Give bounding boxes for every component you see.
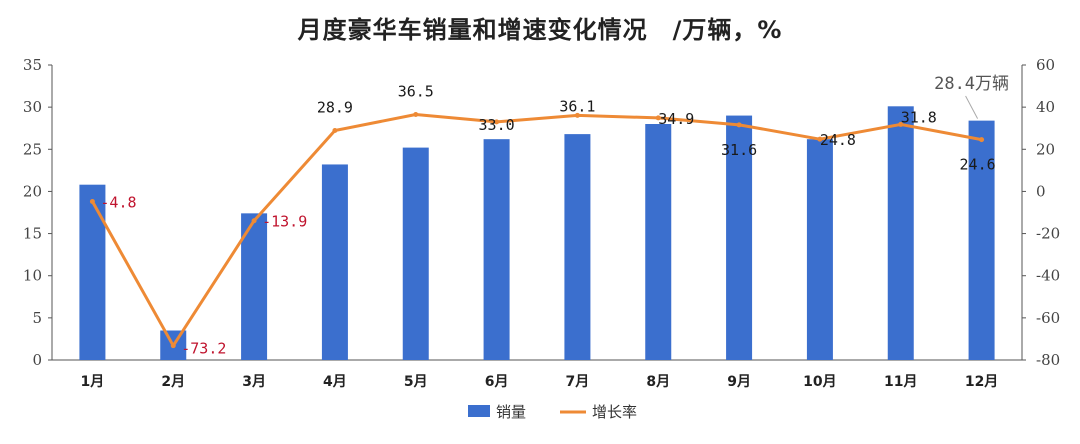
growth-label-11月: 31.8 [901,108,937,126]
growth-rate-line [91,113,982,348]
x-tick-label: 7月 [566,374,590,390]
x-tick-label: 5月 [404,374,428,390]
x-tick-label: 12月 [965,374,998,390]
x-tick-label: 3月 [242,374,266,390]
growth-label-2月: -73.2 [181,340,226,358]
y-right-tick-label: 20 [1036,140,1055,158]
growth-point-10月 [817,136,823,142]
bar-annotation: 28.4万辆 [934,74,1009,94]
bar-3月 [241,213,268,360]
x-tick-label: 4月 [323,374,347,390]
y-right-tick-label: -60 [1036,309,1060,327]
growth-point-12月 [979,137,985,143]
growth-point-7月 [574,112,580,118]
x-tick-label: 10月 [803,374,836,390]
x-tick-label: 11月 [884,374,917,390]
x-tick-label: 9月 [727,374,751,390]
growth-label-10月: 24.8 [820,131,856,149]
growth-point-11月 [898,121,904,127]
y-right-tick-label: -80 [1036,351,1060,369]
annotation-leader-line [965,95,979,119]
line-group [89,112,985,349]
growth-label-7月: 36.1 [559,97,595,115]
y-left-tick-label: 15 [23,225,42,243]
bar-10月 [806,139,833,360]
y-left-tick-label: 20 [23,182,42,200]
growth-point-2月 [170,343,176,349]
growth-point-5月 [413,112,419,118]
legend-group: 销量 增长率 [468,403,637,421]
growth-label-9月: 31.6 [721,141,757,159]
data-labels-group: -4.8 -73.2 -13.9 28.9 36.5 33.0 36.1 34.9 31.6 24… [100,74,1009,358]
x-tick-label: 6月 [485,374,509,390]
bar-12月 [968,120,995,360]
x-tick-label: 1月 [81,374,105,390]
bar-9月 [726,115,753,360]
bar-8月 [645,124,672,360]
bar-5月 [402,147,429,360]
legend-swatch-bar [468,405,490,417]
y-left-tick-label: 5 [32,309,42,327]
y-right-tick-label: -20 [1036,225,1060,243]
growth-label-4月: 28.9 [317,99,353,117]
growth-label-12月: 24.6 [960,156,996,174]
growth-point-3月 [251,218,257,224]
y-right-tick-label: 40 [1036,98,1055,116]
y-right-tick-label: 0 [1036,182,1046,200]
axes-group: 0 5 10 15 20 25 30 35 -80 -60 -40 -20 0 20 40 60 1月 2月 3月 4… [23,56,1060,390]
y-left-tick-label: 10 [23,267,42,285]
growth-point-1月 [89,199,95,205]
y-left-tick-label: 25 [23,140,42,158]
bar-7月 [564,134,591,360]
bar-11月 [887,106,914,360]
y-left-tick-label: 30 [23,98,42,116]
bar-4月 [321,164,348,360]
bar-1月 [79,184,106,360]
growth-point-4月 [332,128,338,134]
growth-point-6月 [494,119,500,125]
bar-6月 [483,139,510,360]
y-right-tick-label: 60 [1036,56,1055,74]
y-left-tick-label: 0 [32,351,42,369]
x-tick-label: 2月 [161,374,185,390]
growth-label-8月: 34.9 [658,110,694,128]
x-tick-label: 8月 [646,374,670,390]
chart-title: 月度豪华车销量和增速变化情况 /万辆，% [297,16,783,44]
y-left-tick-label: 35 [23,56,42,74]
growth-point-9月 [736,122,742,128]
growth-point-8月 [655,115,661,121]
y-right-tick-label: -40 [1036,267,1060,285]
growth-label-1月: -4.8 [100,194,136,212]
legend-label-line: 增长率 [592,403,637,421]
growth-label-3月: -13.9 [262,213,307,231]
legend-label-bar: 销量 [496,403,526,421]
growth-label-5月: 36.5 [398,83,434,101]
bars-group [79,106,995,360]
growth-label-6月: 33.0 [479,116,515,134]
